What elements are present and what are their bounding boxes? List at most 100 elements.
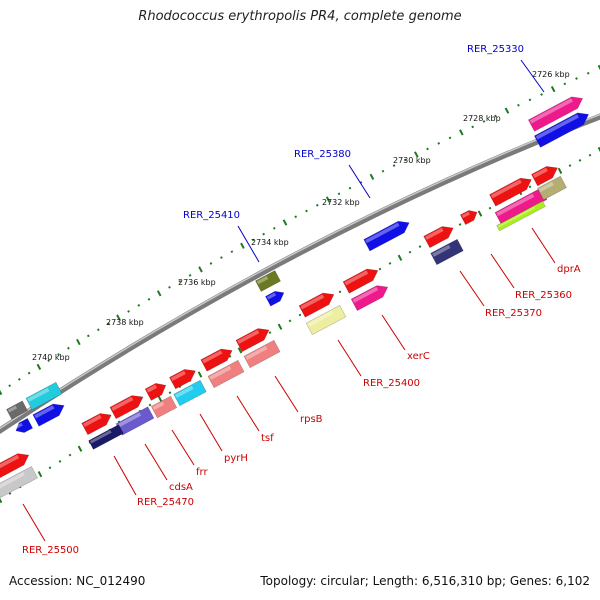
gene-feature-red [423, 226, 454, 249]
topology-summary: Topology: circular; Length: 6,516,310 bp… [260, 574, 590, 588]
ruler-dot [86, 334, 90, 338]
ruler-dot [298, 313, 302, 317]
ruler-major-tick [325, 196, 331, 203]
ruler-major-tick [0, 388, 3, 396]
gene-feature-navy [430, 238, 464, 266]
backbone-layer [0, 113, 600, 434]
gene-leader-line [237, 225, 260, 263]
ruler-dot [168, 285, 171, 289]
gene-leader-line [381, 314, 406, 351]
gene-feature-gray [0, 465, 38, 499]
inner-ruler-dots [0, 146, 600, 504]
ruler-major-tick [198, 266, 203, 273]
ruler-major-tick [550, 86, 556, 93]
gene-feature-blue [265, 290, 285, 307]
ruler-dot [568, 164, 572, 167]
genome-backbone [0, 113, 600, 434]
gene-label: dprA [557, 264, 581, 275]
ruler-major-tick [77, 445, 83, 452]
gene-feature-red [81, 413, 112, 436]
ruler-major-tick [459, 129, 464, 136]
gene-leader-line [531, 227, 556, 264]
gene-label: RER_25330 [467, 44, 524, 55]
gene-feature-cyan [173, 379, 207, 407]
gene-feature-blue [14, 417, 34, 433]
gene-label: RER_25470 [137, 497, 194, 508]
gene-feature-red [298, 292, 335, 318]
ruler-dot [137, 304, 141, 307]
gene-leader-line [490, 253, 515, 289]
outer-ruler-dots [0, 64, 600, 396]
ruler-major-tick [277, 323, 283, 330]
ruler-major-tick [504, 107, 510, 114]
ruler-dot [488, 206, 492, 210]
accession-text: Accession: NC_012490 [9, 574, 146, 588]
ruler-major-tick [477, 210, 483, 217]
ruler-dot [471, 125, 475, 129]
ruler-dot [96, 328, 100, 332]
ruler-tick-label: 2728 kbp [463, 114, 501, 123]
ruler-dot [388, 262, 392, 265]
ruler-dot [168, 391, 172, 395]
map-title: Rhodococcus erythropolis PR4, complete g… [138, 9, 462, 24]
gene-feature-pink [527, 96, 584, 132]
ruler-dot [408, 250, 412, 254]
gene-label: pyrH [224, 453, 248, 464]
ruler-dot [147, 297, 151, 301]
ruler-dot [482, 120, 486, 123]
ruler-dot [272, 226, 276, 230]
ruler-tick-label: 2734 kbp [251, 238, 289, 247]
ruler-tick-label: 2738 kbp [106, 318, 144, 327]
ruler-dot [107, 322, 110, 325]
ruler-dot [528, 98, 532, 102]
ruler-dot [188, 273, 192, 277]
ruler-dot [68, 453, 72, 457]
gene-leader-line [144, 443, 168, 481]
gene-label: RER_25380 [294, 149, 351, 160]
gene-label: rpsB [300, 414, 323, 425]
ruler-dot [18, 378, 21, 381]
label-layer: RER_25330 RER_25380 RER_25410 dprA RER_25360… [22, 44, 581, 556]
gene-label: frr [196, 467, 208, 478]
ruler-dot [8, 384, 12, 388]
gene-label: RER_25370 [485, 308, 542, 319]
ruler-major-tick [597, 146, 600, 154]
ruler-dot [586, 71, 590, 75]
ruler-tick-label: 2730 kbp [393, 156, 431, 165]
ruler-dot [268, 331, 272, 334]
ruler-major-tick [157, 395, 163, 402]
gene-leader-line [520, 59, 545, 93]
gene-feature-red [235, 328, 270, 353]
ruler-dot [48, 466, 52, 470]
gene-label: tsf [261, 433, 274, 444]
gene-feature-red [489, 177, 532, 207]
gene-label: RER_25500 [22, 545, 79, 556]
gene-leader-line [236, 395, 260, 432]
gene-leader-line [337, 339, 362, 377]
gene-label: xerC [407, 351, 430, 362]
gene-feature-salmon [243, 339, 281, 369]
gene-feature-gray [6, 400, 28, 420]
gene-feature-blue [32, 403, 65, 427]
ruler-dot [588, 153, 592, 157]
gene-feature-red [342, 268, 379, 294]
gene-feature-blue [363, 220, 410, 252]
ruler-dot [517, 103, 520, 107]
ruler-major-tick [237, 347, 243, 354]
ruler-tick-label: 2732 kbp [322, 198, 360, 207]
ruler-major-tick [414, 151, 419, 158]
gene-leader-line [274, 375, 299, 413]
ruler-major-tick [36, 363, 42, 370]
gene-leader-line [199, 413, 223, 452]
ruler-dot [58, 460, 62, 463]
gene-feature-pink [350, 285, 389, 312]
ruler-dot [315, 203, 319, 207]
ruler-dot [338, 290, 342, 294]
ruler-major-tick [156, 290, 162, 297]
ruler-dot [127, 310, 130, 313]
ruler-dot [305, 209, 308, 213]
gene-feature-red [144, 383, 167, 401]
gene-label: RER_25360 [515, 290, 572, 301]
ruler-dot [378, 267, 382, 271]
